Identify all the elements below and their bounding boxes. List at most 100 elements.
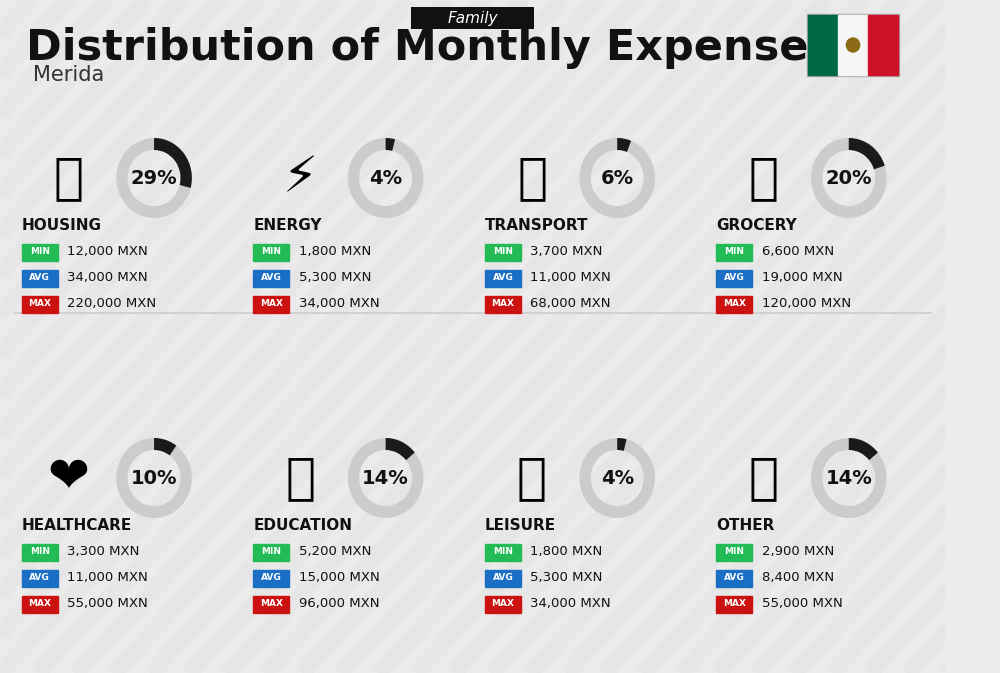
Text: 120,000 MXN: 120,000 MXN xyxy=(762,297,851,310)
Text: LEISURE: LEISURE xyxy=(485,518,556,534)
Text: 220,000 MXN: 220,000 MXN xyxy=(67,297,156,310)
Text: HOUSING: HOUSING xyxy=(22,219,102,234)
Text: 96,000 MXN: 96,000 MXN xyxy=(299,598,379,610)
Bar xyxy=(253,244,289,260)
Text: 1,800 MXN: 1,800 MXN xyxy=(299,246,371,258)
Text: 5,200 MXN: 5,200 MXN xyxy=(299,546,371,559)
Wedge shape xyxy=(154,438,176,456)
Text: 68,000 MXN: 68,000 MXN xyxy=(530,297,611,310)
Text: AVG: AVG xyxy=(492,573,513,583)
Text: MIN: MIN xyxy=(724,548,744,557)
Text: HEALTHCARE: HEALTHCARE xyxy=(22,518,132,534)
Bar xyxy=(716,295,752,312)
Text: MAX: MAX xyxy=(491,299,514,308)
Wedge shape xyxy=(386,138,395,151)
Text: 14%: 14% xyxy=(362,468,409,487)
Text: MAX: MAX xyxy=(260,600,283,608)
Wedge shape xyxy=(849,138,885,170)
Bar xyxy=(253,295,289,312)
Wedge shape xyxy=(116,438,192,518)
Text: AVG: AVG xyxy=(492,273,513,283)
Text: 6%: 6% xyxy=(601,168,634,188)
Bar xyxy=(808,15,838,75)
Text: MAX: MAX xyxy=(491,600,514,608)
Text: MAX: MAX xyxy=(260,299,283,308)
Bar xyxy=(22,544,58,561)
Text: Merida: Merida xyxy=(33,65,104,85)
Wedge shape xyxy=(617,438,627,451)
Text: MIN: MIN xyxy=(724,248,744,256)
Text: AVG: AVG xyxy=(261,273,282,283)
Bar xyxy=(485,244,521,260)
Wedge shape xyxy=(116,138,192,218)
Bar xyxy=(22,569,58,586)
Bar xyxy=(22,244,58,260)
Bar xyxy=(485,569,521,586)
Bar xyxy=(22,295,58,312)
Bar xyxy=(716,544,752,561)
Text: AVG: AVG xyxy=(724,573,745,583)
Text: 34,000 MXN: 34,000 MXN xyxy=(530,598,611,610)
Text: 🛍️: 🛍️ xyxy=(517,454,547,502)
Bar xyxy=(485,544,521,561)
Wedge shape xyxy=(617,138,631,152)
Bar xyxy=(253,544,289,561)
Wedge shape xyxy=(811,438,887,518)
Text: 3,300 MXN: 3,300 MXN xyxy=(67,546,139,559)
Text: 6,600 MXN: 6,600 MXN xyxy=(762,246,834,258)
Bar xyxy=(485,269,521,287)
Bar xyxy=(716,244,752,260)
Bar xyxy=(838,15,868,75)
Text: MAX: MAX xyxy=(723,600,746,608)
Text: 2,900 MXN: 2,900 MXN xyxy=(762,546,834,559)
Text: GROCERY: GROCERY xyxy=(716,219,797,234)
Wedge shape xyxy=(348,438,423,518)
Bar xyxy=(868,15,898,75)
Text: 🏢: 🏢 xyxy=(54,154,84,202)
Text: AVG: AVG xyxy=(29,573,50,583)
Text: 12,000 MXN: 12,000 MXN xyxy=(67,246,148,258)
Text: 11,000 MXN: 11,000 MXN xyxy=(530,271,611,285)
Text: MIN: MIN xyxy=(261,548,281,557)
Text: MIN: MIN xyxy=(493,248,513,256)
Bar xyxy=(253,269,289,287)
Bar xyxy=(485,295,521,312)
Text: EDUCATION: EDUCATION xyxy=(253,518,352,534)
Wedge shape xyxy=(579,138,655,218)
Text: ⚡: ⚡ xyxy=(283,154,318,202)
Bar xyxy=(485,596,521,612)
Text: AVG: AVG xyxy=(724,273,745,283)
Text: 55,000 MXN: 55,000 MXN xyxy=(762,598,843,610)
Wedge shape xyxy=(348,138,423,218)
Wedge shape xyxy=(579,438,655,518)
Text: MAX: MAX xyxy=(28,299,51,308)
Text: 🎓: 🎓 xyxy=(286,454,316,502)
Text: OTHER: OTHER xyxy=(716,518,775,534)
Text: 3,700 MXN: 3,700 MXN xyxy=(530,246,603,258)
Text: AVG: AVG xyxy=(261,573,282,583)
Text: 🚌: 🚌 xyxy=(517,154,547,202)
Text: 55,000 MXN: 55,000 MXN xyxy=(67,598,148,610)
Text: 5,300 MXN: 5,300 MXN xyxy=(299,271,371,285)
Text: 4%: 4% xyxy=(601,468,634,487)
Wedge shape xyxy=(154,138,192,188)
Text: 4%: 4% xyxy=(369,168,402,188)
Text: 8,400 MXN: 8,400 MXN xyxy=(762,571,834,584)
Text: 14%: 14% xyxy=(825,468,872,487)
Text: 🛒: 🛒 xyxy=(749,154,779,202)
Text: MIN: MIN xyxy=(261,248,281,256)
Text: MIN: MIN xyxy=(30,248,50,256)
Text: 19,000 MXN: 19,000 MXN xyxy=(762,271,842,285)
Bar xyxy=(716,269,752,287)
Bar xyxy=(807,14,899,76)
Text: Family: Family xyxy=(447,11,498,26)
Text: ENERGY: ENERGY xyxy=(253,219,322,234)
Text: MIN: MIN xyxy=(493,548,513,557)
Text: 1,800 MXN: 1,800 MXN xyxy=(530,546,602,559)
Text: 29%: 29% xyxy=(131,168,177,188)
Text: 20%: 20% xyxy=(826,168,872,188)
Text: Distribution of Monthly Expenses: Distribution of Monthly Expenses xyxy=(26,27,835,69)
Text: 5,300 MXN: 5,300 MXN xyxy=(530,571,603,584)
Text: MIN: MIN xyxy=(30,548,50,557)
Text: 10%: 10% xyxy=(131,468,177,487)
